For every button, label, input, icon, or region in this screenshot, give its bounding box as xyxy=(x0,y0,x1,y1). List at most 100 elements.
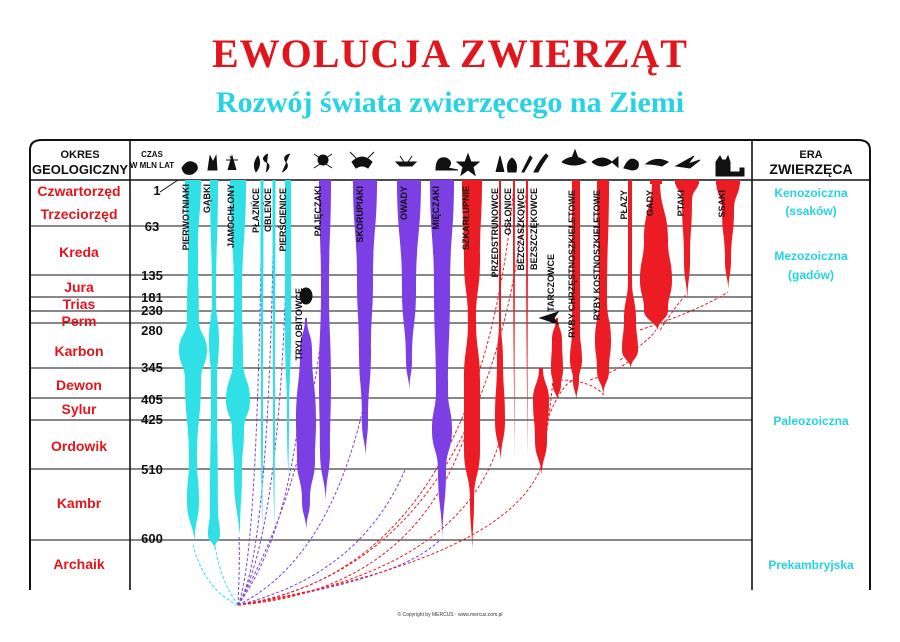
lineage-label: BEZCZASZKOWCE xyxy=(516,188,526,271)
lineage-spindle xyxy=(595,180,611,395)
lineage-label: RYBY CHRZĘSTNOSZKIELETOWE xyxy=(567,190,577,338)
lineage-label: GADY xyxy=(645,190,655,216)
period-label: Czwartorzęd xyxy=(37,183,120,199)
period-label: Archaik xyxy=(53,556,105,572)
header-czas: CZAS xyxy=(141,150,163,159)
period-label: Ordowik xyxy=(51,438,107,454)
time-label: 280 xyxy=(141,323,163,338)
lineage-spindle xyxy=(533,368,549,475)
ancestry-line xyxy=(237,439,501,606)
time-label: 63 xyxy=(145,219,159,234)
ancestry-line xyxy=(214,544,239,606)
time-label: 510 xyxy=(141,462,163,477)
ancestry-line xyxy=(237,184,263,606)
period-label: Kreda xyxy=(59,244,99,260)
lineage-spindle xyxy=(570,180,582,400)
period-label: Trzeciorzęd xyxy=(40,206,117,222)
lineage-label: BEZSZCZĘKOWCE xyxy=(529,188,539,270)
lineage-cap xyxy=(675,180,699,184)
lineage-spindle xyxy=(716,180,740,290)
lineage-spindle xyxy=(430,180,454,540)
footer-copyright: © Copyright by MERCUS · www.mercus.com.p… xyxy=(397,611,502,618)
flatworm-icon xyxy=(253,155,261,173)
ancestry-line xyxy=(237,469,406,606)
snail-icon xyxy=(435,157,459,171)
lineage-label: RYBY KOSTNOSZKIELETOWE xyxy=(592,190,602,320)
lineage-spindle xyxy=(208,180,220,548)
header-zwierzeca: ZWIERZĘCA xyxy=(769,161,852,177)
lineage-spindle xyxy=(260,180,264,535)
starfish-icon xyxy=(455,152,481,177)
trilobite-icon xyxy=(299,287,313,305)
period-label: Perm xyxy=(61,313,96,329)
ancestry-line xyxy=(237,539,441,606)
era-kenozoiczna-sub: (ssaków) xyxy=(785,204,836,218)
era-kenozoiczna: Kenozoiczna xyxy=(774,186,848,200)
sponge-icon xyxy=(207,154,218,171)
lineage-spindle xyxy=(296,318,316,530)
lineage-label: MIĘCZAKI xyxy=(431,186,441,230)
lineage-spindle xyxy=(526,180,528,460)
lineage-spindle xyxy=(640,180,672,330)
lineage-label: OWADY xyxy=(399,186,409,220)
era-mezozoiczna: Mezozoiczna xyxy=(774,249,848,263)
period-label: Karbon xyxy=(55,343,104,359)
lineage-label: PIERWOTNIAKI xyxy=(181,184,191,250)
time-label: 135 xyxy=(141,268,163,283)
era-prekambryjska: Prekambryjska xyxy=(768,558,854,572)
insect-icon xyxy=(394,155,418,167)
lineage-label: TRYLOBITOWCE xyxy=(294,288,304,361)
ancestry-line xyxy=(237,319,307,606)
ancestry-line xyxy=(559,379,605,396)
tunicate-icon xyxy=(507,157,517,173)
lineage-spindle xyxy=(319,180,331,500)
lineage-label: JAMOCHŁONY xyxy=(226,184,236,248)
coral-icon xyxy=(226,154,238,171)
lineage-label: PTAKI xyxy=(676,190,686,216)
header-era: ERA xyxy=(799,149,822,161)
table-frame xyxy=(29,139,871,590)
time-label: 425 xyxy=(141,412,163,427)
lineage-label: OSŁONICE xyxy=(503,188,513,235)
lineage-label: OBLEŃCE xyxy=(263,188,273,232)
spider-icon xyxy=(313,153,333,169)
lancelet-icon xyxy=(521,155,533,173)
header-w-mln-lat: W MLN LAT xyxy=(130,161,174,170)
lineage-label: SKORUPIAKI xyxy=(355,186,365,243)
lineage-spindle xyxy=(513,180,515,460)
lineage-label: SZKARŁUPNIE xyxy=(461,186,471,250)
annelid-icon xyxy=(281,153,291,173)
period-label: Kambr xyxy=(57,495,102,511)
lineage-label: TARCZOWCE xyxy=(546,254,556,312)
cat-icon xyxy=(715,154,745,177)
era-paleozoiczna: Paleozoiczna xyxy=(773,414,849,428)
lineage-cap xyxy=(650,180,662,184)
lineage-spindle xyxy=(397,180,421,390)
era-mezozoiczna-sub: (gadów) xyxy=(788,268,834,282)
ancestry-line xyxy=(237,469,541,606)
period-label: Sylur xyxy=(61,401,97,417)
poster-title: EWOLUCJA ZWIERZĄT xyxy=(212,31,688,76)
ancestry-line xyxy=(237,419,471,606)
lineage-spindle xyxy=(495,180,505,460)
lineage-spindle xyxy=(353,180,377,455)
lineage-spindle xyxy=(675,180,699,300)
lineage-label: GĄBKI xyxy=(202,184,212,213)
ancestry-line xyxy=(659,294,687,331)
ancestry-line xyxy=(237,184,275,606)
ancestry-line xyxy=(589,359,631,381)
lineage-spindle xyxy=(622,180,638,368)
lineage-spindle xyxy=(551,318,563,400)
lineage-spindle xyxy=(285,180,291,480)
period-label: Trias xyxy=(63,296,96,312)
reptile-icon xyxy=(644,158,669,167)
time-label: 600 xyxy=(141,531,163,546)
lineage-label: PAJĘCZAKI xyxy=(313,186,323,236)
period-label: Dewon xyxy=(56,377,102,393)
lineage-spindle xyxy=(226,180,250,535)
lineage-cap xyxy=(716,180,740,184)
frog-icon xyxy=(623,158,639,171)
jawless-icon xyxy=(533,153,549,173)
time-label: 1 xyxy=(153,183,160,198)
